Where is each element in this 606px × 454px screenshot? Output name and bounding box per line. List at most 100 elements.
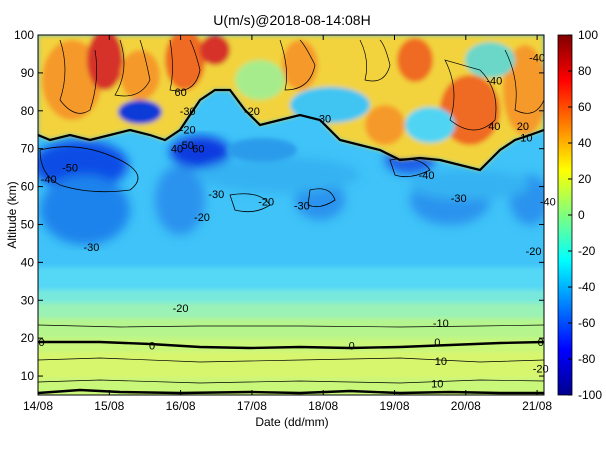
colorbar-tick-label: -40 [578,280,596,294]
contour-label: 40 [488,121,500,133]
colorbar-tick-label: 80 [578,64,592,78]
westerly-core-4 [165,35,205,90]
y-tick-label: 50 [21,217,35,231]
westerly-core-7 [365,105,405,145]
contour-minus-40 [389,158,431,178]
contour-label: 10 [435,356,447,368]
contour-minus-10 [38,324,544,328]
colorbar-tick-label: 20 [578,172,592,186]
colorbar-tick-label: -80 [578,352,596,366]
blob-mid-2 [155,165,205,235]
contour-label: -30 [294,201,310,213]
contour-label: -40 [540,197,556,209]
colorbar-tick-label: 40 [578,136,592,150]
blob-jet-west [38,140,128,190]
contour-label: -30 [208,189,224,201]
contour-label: -40 [41,174,57,186]
contour-label: 20 [517,121,529,133]
blob-jet-2 [170,136,230,168]
colorbar-tick-label: -60 [578,316,596,330]
easterly-pocket-1 [118,100,162,124]
blob-upper-cyan-1 [200,157,360,193]
upper-contour-3 [169,39,201,92]
band-10-to-13 [38,352,544,378]
y-tick-label: 90 [21,66,35,80]
y-tick-label: 20 [21,331,35,345]
blob-upper-cyan-2 [410,170,530,200]
westerly-core-5 [200,35,230,65]
colorbar-tick-label: -100 [578,388,602,402]
contour-label: 10 [520,132,532,144]
contour-label: 0 [434,337,440,349]
contour-label: -20 [533,363,549,375]
upper-contour-7 [359,39,391,82]
contour-label: -30 [84,242,100,254]
y-tick-label: 100 [14,28,34,42]
contour-label: -50 [62,163,78,175]
x-tick-label: 16/08 [166,399,196,413]
colorbar-tick-label: 60 [578,100,592,114]
contour-labels: -50 -40 -30 -20 -30 -20 -20 -30 -40 -30 -20 -40 -10 1… [39,53,556,391]
contour-plus-10 [38,357,544,363]
contour-label: -20 [180,125,196,137]
colorbar-ticks: 100 80 60 40 20 0 -20 -40 -60 -80 -100 [568,28,602,402]
contour-lines [38,39,544,395]
x-tick-label: 17/08 [237,399,267,413]
contour-label: 0 [39,337,45,349]
contour-label: -30 [180,106,196,118]
colorbar-tick-label: 0 [578,208,585,222]
westerly-boundary [38,88,544,172]
easterly-pocket-3 [290,87,370,123]
upper-contour-1 [59,39,97,114]
easterly-pocket-4 [405,107,455,143]
westerly-core-6 [282,40,318,90]
contour-plus-10-b [38,379,544,384]
x-tick-label: 20/08 [451,399,481,413]
contour-label: 0 [538,337,544,349]
x-axis: 14/08 15/08 16/08 17/08 18/08 19/08 20/08 21/08 [23,35,552,413]
contour-label: -20 [258,197,274,209]
westerly-core-3 [120,50,160,100]
contour-label: -20 [173,303,189,315]
contour-label: -40 [419,170,435,182]
x-axis-label: Date (dd/mm) [255,415,328,429]
contour-label: 0 [149,341,155,353]
y-tick-label: 30 [21,293,35,307]
x-tick-label: 14/08 [23,399,53,413]
y-axis-label: Altitude (km) [5,181,19,248]
easterly-pocket-6 [235,60,285,100]
easterly-pocket-2 [227,138,297,162]
westerly-core-9 [503,45,544,135]
x-tick-label: 19/08 [379,399,409,413]
y-tick-label: 60 [21,180,35,194]
contour-label: -40 [529,53,545,65]
zero-contour-lower [38,388,544,395]
upper-region [38,35,544,170]
easterly-pocket-5 [465,42,515,78]
contour-label: 50 [182,140,194,152]
upper-contour-4 [279,39,316,91]
y-tick-label: 70 [21,142,35,156]
y-tick-label: 10 [21,369,35,383]
upper-contour-6 [504,49,544,114]
contour-minus-50 [39,146,139,193]
upper-contour-2 [114,39,151,97]
contour-label: -20 [194,212,210,224]
heatmap-field [38,35,544,395]
plot-frame [37,34,545,396]
westerly-core-2 [87,35,123,90]
x-tick-label: 15/08 [94,399,124,413]
chart-title: U(m/s)@2018-08-14:08H [213,12,370,28]
colorbar-tick-label: -20 [578,244,596,258]
contour-label: -10 [433,318,449,330]
contour-label: -20 [244,106,260,118]
contour-minus-30-a [229,193,271,213]
westerly-core-10 [397,38,433,82]
band-20-to-22 [38,318,544,338]
colorbar-tick-label: 100 [578,28,598,42]
contour-label: -30 [451,193,467,205]
contour-label: 60 [174,87,186,99]
heatmap-bands [38,267,544,395]
